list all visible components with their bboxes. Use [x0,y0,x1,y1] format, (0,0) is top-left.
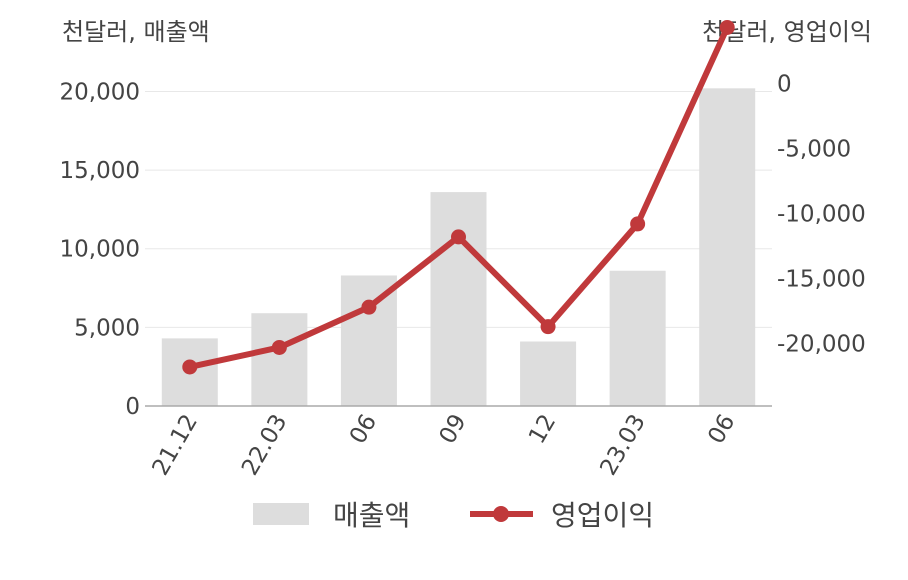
x-tick-label: 09 [435,410,472,448]
left-tick-label: 15,000 [60,158,140,184]
revenue-bars [161,88,756,407]
left-axis-unit-label: 천달러, 매출액 [62,18,210,46]
revenue-bar [609,270,666,406]
right-tick-label: -20,000 [777,332,866,358]
x-tick-label: 21.12 [148,410,203,480]
right-tick-label: 0 [777,71,792,97]
profit-point [182,359,198,375]
x-tick-label: 23.03 [595,410,650,480]
revenue-bar [430,192,487,406]
x-tick-label: 06 [345,410,382,448]
profit-point [271,339,287,355]
legend-profit-label: 영업이익 [551,499,654,532]
left-tick-label: 20,000 [60,79,140,105]
x-axis-ticks: 21.12 22.03 06 09 12 23.03 06 [148,410,741,480]
left-tick-label: 10,000 [60,237,140,263]
right-tick-label: -15,000 [777,267,866,293]
legend-revenue-swatch [253,503,309,525]
profit-point [630,216,646,232]
x-tick-label: 06 [703,410,740,448]
profit-point [451,229,466,245]
left-axis-ticks: 0 5,000 10,000 15,000 20,000 [60,79,140,420]
revenue-bar [699,88,756,407]
profit-point [540,319,556,335]
left-tick-label: 0 [125,394,140,420]
legend-profit-swatch-marker [493,506,509,522]
revenue-bar [340,275,397,406]
right-tick-label: -5,000 [777,136,851,162]
profit-point [361,299,377,315]
left-tick-label: 5,000 [74,315,140,341]
operating-profit-line [182,19,735,375]
legend: 매출액 영업이익 [253,499,654,532]
revenue-bar [520,341,577,406]
right-axis-ticks: 0 -5,000 -10,000 -15,000 -20,000 [777,71,866,357]
legend-revenue-label: 매출액 [333,499,410,532]
revenue-bar [251,313,308,406]
right-tick-label: -10,000 [777,201,866,227]
profit-point [719,19,735,35]
x-tick-label: 22.03 [237,410,292,480]
x-tick-label: 12 [524,410,561,448]
